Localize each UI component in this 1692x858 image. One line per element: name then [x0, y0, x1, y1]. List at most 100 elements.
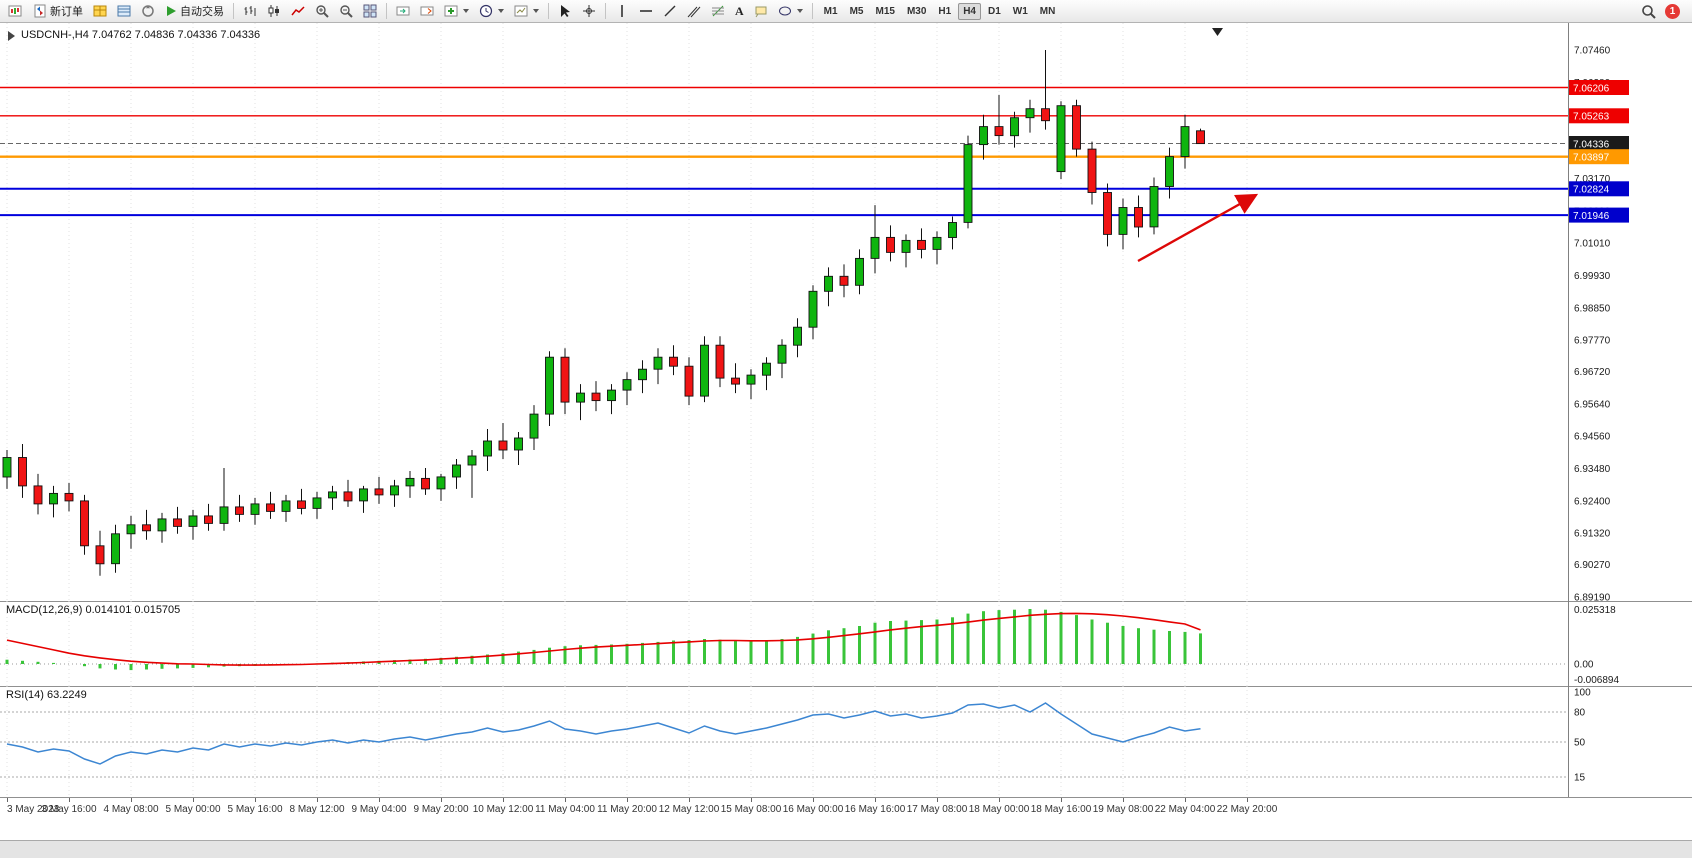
svg-text:7.03897: 7.03897 [1573, 153, 1610, 164]
zoom-in-button[interactable] [311, 1, 333, 22]
svg-text:6.95640: 6.95640 [1574, 399, 1611, 410]
window-footer [0, 840, 1692, 858]
horizontal-line-icon [640, 10, 652, 12]
periods-button[interactable] [475, 1, 508, 22]
time-label: 16 May 16:00 [844, 804, 906, 815]
tile-windows-icon [363, 4, 377, 18]
svg-text:7.01010: 7.01010 [1574, 239, 1611, 250]
text-tool-button[interactable]: A [731, 1, 748, 22]
svg-text:6.94560: 6.94560 [1574, 432, 1611, 443]
time-label: 5 May 00:00 [165, 804, 221, 815]
vertical-line-tool-button[interactable] [611, 1, 633, 22]
dropdown-caret-icon [533, 9, 539, 13]
time-label: 18 May 16:00 [1030, 804, 1092, 815]
time-label: 9 May 20:00 [413, 804, 469, 815]
time-label: 9 May 04:00 [351, 804, 407, 815]
auto-scroll-button[interactable] [392, 1, 414, 22]
svg-text:0.00: 0.00 [1574, 660, 1594, 671]
dropdown-caret-icon [796, 9, 803, 13]
chart-shift-icon [420, 6, 434, 16]
svg-text:6.99930: 6.99930 [1574, 271, 1611, 282]
channel-tool-button[interactable] [683, 1, 705, 22]
svg-text:6.92400: 6.92400 [1574, 496, 1611, 507]
svg-text:7.05263: 7.05263 [1573, 112, 1610, 123]
line-chart-icon [291, 6, 305, 16]
shapes-icon [778, 6, 791, 16]
new-order-button[interactable]: 新订单 [29, 1, 87, 22]
timeframe-button-d1[interactable]: D1 [987, 5, 1001, 17]
text-label-icon [755, 6, 767, 18]
navigator-button[interactable] [137, 1, 159, 22]
fibonacci-tool-button[interactable] [707, 1, 729, 22]
clock-icon [479, 4, 493, 18]
svg-text:7.03170: 7.03170 [1574, 174, 1611, 185]
svg-text:6.93480: 6.93480 [1574, 464, 1611, 475]
data-window-button[interactable] [113, 1, 135, 22]
timeframe-button-m30[interactable]: M30 [906, 5, 927, 17]
macd-canvas[interactable]: 0.025318 0.00 -0.006894 [0, 601, 1692, 686]
line-chart-button[interactable] [287, 1, 309, 22]
cursor-tool-button[interactable] [554, 1, 576, 22]
tile-windows-button[interactable] [359, 1, 381, 22]
macd-panel[interactable]: 0.025318 0.00 -0.006894 [0, 601, 1692, 686]
timeframe-button-h4[interactable]: H4 [958, 2, 981, 20]
timeframe-button-m1[interactable]: M1 [823, 5, 838, 17]
crosshair-tool-button[interactable] [578, 1, 600, 22]
svg-text:100: 100 [1574, 688, 1591, 699]
time-label: 3 May 2023 [7, 804, 60, 815]
zoom-out-button[interactable] [335, 1, 357, 22]
auto-trading-button[interactable]: 自动交易 [161, 1, 228, 22]
new-chart-button[interactable] [4, 1, 27, 22]
templates-button[interactable] [510, 1, 543, 22]
indicators-icon [444, 5, 458, 17]
timeframe-button-m5[interactable]: M5 [849, 5, 864, 17]
time-label: 19 May 08:00 [1092, 804, 1154, 815]
time-label: 11 May 04:00 [535, 804, 595, 815]
search-icon[interactable] [1641, 4, 1656, 19]
rsi-canvas[interactable]: 100 80 50 15 [0, 686, 1692, 798]
timeframe-button-m15[interactable]: M15 [875, 5, 895, 17]
time-label: 22 May 04:00 [1154, 804, 1216, 815]
time-label: 18 May 00:00 [968, 804, 1030, 815]
trendline-tool-button[interactable] [659, 1, 681, 22]
toolbar-separator [548, 3, 549, 19]
time-axis[interactable]: 3 May 2023 3 May 16:00 4 May 08:00 5 May 00… [0, 798, 1692, 840]
bar-chart-button[interactable] [239, 1, 261, 22]
templates-icon [514, 5, 528, 17]
price-chart-panel[interactable]: 7.074607.063807.053007.042207.031707.020… [0, 23, 1692, 604]
text-label-tool-button[interactable] [750, 1, 772, 22]
zoom-out-icon [340, 5, 353, 18]
timeframe-button-mn[interactable]: MN [1039, 5, 1056, 17]
shapes-tool-button[interactable] [774, 1, 807, 22]
horizontal-line-tool-button[interactable] [635, 1, 657, 22]
timeframe-button-w1[interactable]: W1 [1012, 5, 1028, 17]
chart-shift-button[interactable] [416, 1, 438, 22]
time-label: 11 May 20:00 [597, 804, 657, 815]
timeframe-group: M1 M5 M15 M30 H1 H4 D1 W1 MN [818, 2, 1062, 20]
market-watch-button[interactable] [89, 1, 111, 22]
toolbar-separator [386, 3, 387, 19]
svg-text:6.89190: 6.89190 [1574, 593, 1611, 602]
indicators-button[interactable] [440, 1, 473, 22]
candlestick-chart-button[interactable] [263, 1, 285, 22]
one-click-trading-toggle[interactable] [8, 31, 15, 41]
toolbar-right-group: 1 [1641, 3, 1688, 19]
bar-chart-icon [244, 6, 256, 16]
svg-text:7.07460: 7.07460 [1574, 46, 1611, 57]
time-label: 3 May 16:00 [41, 804, 97, 815]
time-label: 5 May 16:00 [227, 804, 283, 815]
svg-text:80: 80 [1574, 708, 1586, 719]
text-tool-icon: A [735, 4, 744, 18]
svg-text:6.96720: 6.96720 [1574, 367, 1611, 378]
svg-text:15: 15 [1574, 773, 1586, 784]
main-toolbar: 新订单 自动交易 [0, 0, 1692, 23]
new-chart-icon [8, 5, 22, 17]
svg-text:7.04336: 7.04336 [1573, 139, 1610, 150]
rsi-panel[interactable]: 100 80 50 15 [0, 686, 1692, 798]
timeframe-button-h1[interactable]: H1 [938, 5, 952, 17]
svg-text:7.01946: 7.01946 [1573, 211, 1610, 222]
time-label: 17 May 08:00 [906, 804, 968, 815]
price-chart-canvas[interactable]: 7.074607.063807.053007.042207.031707.020… [0, 23, 1692, 604]
notification-badge[interactable]: 1 [1665, 3, 1680, 19]
